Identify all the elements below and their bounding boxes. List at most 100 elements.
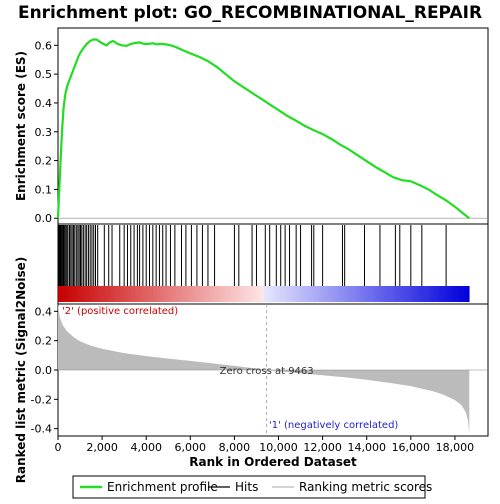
- colorbar-segment: [243, 286, 246, 302]
- colorbar-segment: [82, 286, 86, 302]
- colorbar-segment: [253, 286, 256, 302]
- es-y-tick-label: 0.6: [35, 39, 53, 52]
- colorbar-segment: [80, 286, 83, 302]
- colorbar-segment: [308, 286, 312, 302]
- colorbar-segment: [304, 286, 308, 302]
- colorbar-segment: [448, 286, 452, 302]
- colorbar-segment: [230, 286, 234, 302]
- colorbar-segment: [284, 286, 287, 302]
- legend-box: [72, 475, 426, 499]
- colorbar-segment: [282, 286, 285, 302]
- colorbar-segment: [347, 286, 351, 302]
- x-tick-label: 0: [55, 441, 62, 454]
- rank-colorbar: [58, 286, 470, 302]
- colorbar-segment: [430, 286, 433, 302]
- colorbar-segment: [267, 286, 271, 302]
- colorbar-segment: [312, 286, 316, 302]
- colorbar-segment: [160, 286, 164, 302]
- colorbar-segment: [465, 286, 468, 302]
- colorbar-segment: [191, 286, 195, 302]
- colorbar-segment: [154, 286, 158, 302]
- colorbar-segment: [150, 286, 153, 302]
- metric-y-tick-label: 0.0: [35, 364, 53, 377]
- metric-y-axis-label: Ranked list metric (Signal2Noise): [14, 257, 28, 484]
- colorbar-segment: [391, 286, 394, 302]
- colorbar-segment: [356, 286, 359, 302]
- colorbar-segment: [278, 286, 281, 302]
- x-axis-ticks: 0 2,000 4,000 6,000 8,000 10,000 12,000 14,000 1…: [55, 436, 474, 454]
- colorbar-segment: [241, 286, 244, 302]
- colorbar-segment: [103, 286, 106, 302]
- colorbar-segment: [164, 286, 168, 302]
- colorbar-segment: [214, 286, 217, 302]
- colorbar-segment: [173, 286, 176, 302]
- colorbar-segment: [72, 286, 75, 302]
- colorbar-segment: [236, 286, 240, 302]
- colorbar-segment: [411, 286, 415, 302]
- colorbar-segment: [409, 286, 412, 302]
- metric-y-tick-label: 0.4: [35, 305, 53, 318]
- colorbar-segment: [401, 286, 404, 302]
- colorbar-segment: [140, 286, 143, 302]
- colorbar-segment: [362, 286, 365, 302]
- colorbar-segment: [169, 286, 172, 302]
- colorbar-segment: [123, 286, 127, 302]
- metric-y-tick-label: -0.2: [31, 393, 52, 406]
- x-tick-label: 8,000: [219, 441, 251, 454]
- colorbar-segment: [189, 286, 192, 302]
- colorbar-segment: [413, 286, 417, 302]
- colorbar-segment: [142, 286, 145, 302]
- colorbar-segment: [95, 286, 98, 302]
- metric-y-tick-label: 0.2: [35, 335, 53, 348]
- enrichment-score-panel: 0.0 0.1 0.2 0.3 0.4 0.5 0.6 Enrichment score (…: [14, 27, 489, 225]
- x-tick-label: 2,000: [86, 441, 118, 454]
- colorbar-segment: [456, 286, 460, 302]
- colorbar-segment: [323, 286, 326, 302]
- colorbar-segment: [179, 286, 182, 302]
- colorbar-segment: [127, 286, 131, 302]
- colorbar-segment: [249, 286, 252, 302]
- colorbar-segment: [450, 286, 454, 302]
- colorbar-segment: [97, 286, 100, 302]
- colorbar-segment: [152, 286, 155, 302]
- colorbar-segment: [273, 286, 277, 302]
- colorbar-segment: [452, 286, 456, 302]
- colorbar-segment: [92, 286, 96, 302]
- colorbar-segment: [395, 286, 398, 302]
- es-y-tick-label: 0.0: [35, 212, 53, 225]
- colorbar-segment: [66, 286, 69, 302]
- colorbar-segment: [146, 286, 149, 302]
- colorbar-segment: [144, 286, 147, 302]
- colorbar-segment: [380, 286, 384, 302]
- colorbar-segment: [247, 286, 250, 302]
- colorbar-segment: [370, 286, 373, 302]
- colorbar-segment: [463, 286, 466, 302]
- colorbar-segment: [366, 286, 369, 302]
- colorbar-segment: [286, 286, 289, 302]
- colorbar-segment: [117, 286, 120, 302]
- colorbar-segment: [101, 286, 104, 302]
- colorbar-segment: [458, 286, 462, 302]
- colorbar-segment: [339, 286, 343, 302]
- colorbar-segment: [195, 286, 199, 302]
- es-y-tick-label: 0.1: [35, 183, 53, 196]
- colorbar-segment: [461, 286, 464, 302]
- colorbar-segment: [292, 286, 295, 302]
- colorbar-segment: [454, 286, 458, 302]
- colorbar-segment: [327, 286, 330, 302]
- colorbar-segment: [64, 286, 67, 302]
- colorbar-segment: [393, 286, 396, 302]
- es-y-tick-label: 0.2: [35, 155, 53, 168]
- colorbar-segment: [111, 286, 114, 302]
- negative-correlated-label: '1' (negatively correlated): [269, 420, 398, 431]
- metric-y-ticks: -0.4 -0.2 0.0 0.2 0.4: [31, 305, 58, 436]
- es-y-axis-label: Enrichment score (ES): [14, 51, 28, 201]
- colorbar-segment: [226, 286, 229, 302]
- colorbar-segment: [288, 286, 291, 302]
- colorbar-segment: [343, 286, 347, 302]
- colorbar-segment: [349, 286, 353, 302]
- colorbar-segment: [224, 286, 227, 302]
- colorbar-segment: [58, 286, 61, 302]
- colorbar-segment: [132, 286, 135, 302]
- x-axis-label: Rank in Ordered Dataset: [189, 455, 357, 469]
